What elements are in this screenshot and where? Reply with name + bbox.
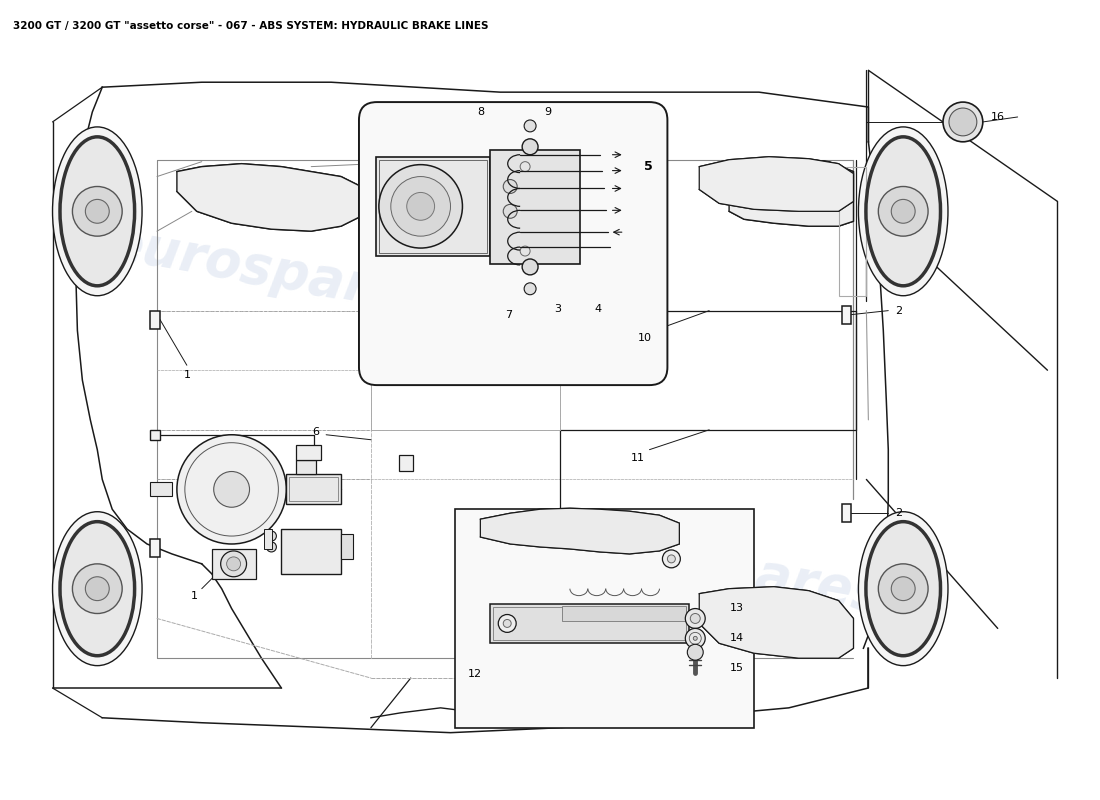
Ellipse shape (53, 127, 142, 296)
Bar (378, 160, 487, 253)
Text: 14: 14 (730, 634, 744, 643)
Ellipse shape (858, 127, 948, 296)
Bar (296, 459, 316, 474)
Bar (211, 549, 256, 578)
Circle shape (949, 108, 977, 136)
Text: 9: 9 (544, 107, 551, 117)
Bar (842, 504, 851, 522)
Text: eurospares: eurospares (102, 216, 440, 326)
Circle shape (86, 577, 109, 601)
Ellipse shape (866, 137, 940, 286)
Polygon shape (700, 157, 854, 211)
Text: 7: 7 (505, 310, 512, 319)
Bar (493, 606, 686, 640)
Circle shape (73, 564, 122, 614)
Circle shape (73, 186, 122, 236)
Bar (491, 150, 580, 264)
Text: 11: 11 (630, 453, 645, 462)
Bar (150, 539, 160, 557)
Circle shape (878, 186, 928, 236)
Bar (296, 445, 321, 459)
Circle shape (685, 629, 705, 648)
Circle shape (524, 120, 536, 132)
Bar (264, 529, 273, 549)
Circle shape (878, 564, 928, 614)
Circle shape (668, 555, 675, 563)
Circle shape (227, 557, 241, 571)
Circle shape (86, 199, 109, 223)
Circle shape (943, 102, 982, 142)
Bar (562, 606, 686, 622)
Ellipse shape (53, 512, 142, 666)
Bar (282, 529, 341, 574)
Bar (455, 510, 754, 728)
Circle shape (685, 609, 705, 629)
Bar (838, 166, 867, 296)
Text: 4: 4 (594, 304, 602, 314)
Circle shape (662, 550, 680, 568)
Ellipse shape (866, 522, 940, 656)
Circle shape (503, 619, 512, 627)
Text: 2: 2 (894, 508, 902, 518)
Circle shape (522, 259, 538, 275)
Bar (371, 261, 560, 430)
Ellipse shape (60, 137, 134, 286)
Bar (399, 454, 412, 470)
Polygon shape (481, 508, 680, 554)
Bar (286, 474, 341, 504)
Circle shape (177, 434, 286, 544)
Circle shape (522, 139, 538, 154)
Circle shape (266, 542, 276, 552)
Circle shape (503, 204, 517, 218)
Text: eurospares: eurospares (550, 514, 888, 623)
Circle shape (503, 179, 517, 194)
Polygon shape (177, 164, 371, 231)
Bar (150, 482, 172, 496)
Text: 10: 10 (638, 334, 651, 343)
Circle shape (266, 531, 276, 541)
Circle shape (524, 283, 536, 294)
Bar (842, 306, 851, 323)
Text: 3200 GT / 3200 GT "assetto corse" - 067 - ABS SYSTEM: HYDRAULIC BRAKE LINES: 3200 GT / 3200 GT "assetto corse" - 067 … (13, 21, 488, 30)
Bar (150, 310, 160, 329)
Polygon shape (700, 586, 854, 658)
Circle shape (891, 199, 915, 223)
Polygon shape (729, 158, 854, 226)
Circle shape (390, 177, 451, 236)
Text: 3: 3 (554, 304, 561, 314)
Text: 16: 16 (991, 112, 1004, 122)
Bar (376, 157, 491, 256)
Ellipse shape (858, 512, 948, 666)
Text: 8: 8 (476, 107, 484, 117)
Bar (491, 603, 690, 643)
Text: 13: 13 (730, 602, 744, 613)
Circle shape (691, 614, 701, 623)
Text: 5: 5 (645, 160, 653, 173)
Circle shape (688, 644, 703, 660)
Text: 2: 2 (894, 306, 902, 316)
FancyBboxPatch shape (359, 102, 668, 385)
Bar (289, 478, 338, 502)
Circle shape (891, 577, 915, 601)
Circle shape (693, 636, 697, 640)
Text: 1: 1 (191, 590, 198, 601)
Circle shape (213, 471, 250, 507)
Bar (150, 430, 160, 440)
Circle shape (221, 551, 246, 577)
Text: 12: 12 (469, 669, 483, 679)
Bar (341, 534, 353, 559)
Text: 6: 6 (312, 426, 320, 437)
Circle shape (498, 614, 516, 632)
Ellipse shape (60, 522, 134, 656)
Circle shape (378, 165, 462, 248)
Circle shape (407, 193, 434, 220)
Text: 1: 1 (184, 370, 190, 380)
Text: 15: 15 (730, 663, 744, 673)
